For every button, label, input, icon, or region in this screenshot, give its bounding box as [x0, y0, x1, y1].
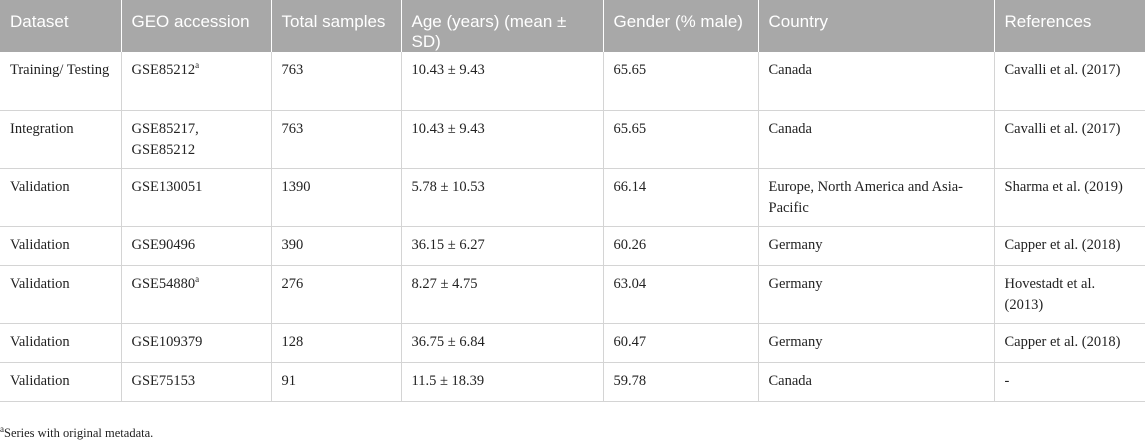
header-dataset: Dataset	[0, 0, 121, 52]
cell-reference: Sharma et al. (2019)	[993, 168, 1145, 227]
cell-geo: GSE85217, GSE85212	[120, 110, 271, 169]
cell-country: Canada	[757, 52, 994, 111]
geo-accession: GSE54880	[131, 275, 196, 292]
cell-age: 10.43 ± 9.43	[400, 110, 603, 169]
cell-total: 91	[270, 362, 401, 402]
table-row: Integration GSE85217, GSE85212 763 10.43…	[0, 110, 1145, 169]
cell-country: Europe, North America and Asia-Pacific	[757, 168, 994, 227]
cell-reference: Hovestadt et al. (2013)	[993, 265, 1145, 324]
footnote-marker: a	[195, 273, 200, 284]
table-row: Training/ Testing GSE85212a 763 10.43 ± …	[0, 52, 1145, 111]
cell-total: 128	[270, 323, 401, 363]
cell-gender: 59.78	[602, 362, 758, 402]
footnote-text: Series with original metadata.	[4, 426, 154, 440]
geo-accession: GSE85217, GSE85212	[131, 120, 199, 158]
header-country: Country	[757, 0, 994, 52]
cell-geo: GSE75153	[120, 362, 271, 402]
table-row: Validation GSE75153 91 11.5 ± 18.39 59.7…	[0, 362, 1145, 402]
cell-dataset: Validation	[0, 168, 121, 227]
geo-accession: GSE90496	[131, 236, 196, 253]
cell-gender: 65.65	[602, 52, 758, 111]
cell-country: Canada	[757, 362, 994, 402]
geo-accession: GSE75153	[131, 372, 196, 389]
table-row: Validation GSE54880a 276 8.27 ± 4.75 63.…	[0, 265, 1145, 324]
cell-total: 763	[270, 52, 401, 111]
cell-dataset: Validation	[0, 226, 121, 266]
cell-geo: GSE85212a	[120, 52, 271, 111]
header-age: Age (years) (mean ± SD)	[400, 0, 603, 52]
cell-dataset: Integration	[0, 110, 121, 169]
cell-dataset: Training/ Testing	[0, 52, 121, 111]
cell-dataset: Validation	[0, 265, 121, 324]
cell-reference: Cavalli et al. (2017)	[993, 110, 1145, 169]
cell-age: 11.5 ± 18.39	[400, 362, 603, 402]
cell-country: Germany	[757, 265, 994, 324]
cell-geo: GSE54880a	[120, 265, 271, 324]
cell-reference: Capper et al. (2018)	[993, 226, 1145, 266]
cell-gender: 65.65	[602, 110, 758, 169]
cell-dataset: Validation	[0, 323, 121, 363]
header-references: References	[993, 0, 1145, 52]
header-total-samples: Total samples	[270, 0, 401, 52]
footnote-marker: a	[0, 423, 4, 434]
cell-dataset: Validation	[0, 362, 121, 402]
cell-country: Germany	[757, 226, 994, 266]
cell-reference: -	[993, 362, 1145, 402]
table-header-row: Dataset GEO accession Total samples Age …	[0, 0, 1145, 52]
table-row: Validation GSE130051 1390 5.78 ± 10.53 6…	[0, 168, 1145, 227]
cell-gender: 60.26	[602, 226, 758, 266]
cell-total: 390	[270, 226, 401, 266]
cell-gender: 66.14	[602, 168, 758, 227]
table-footnote: aSeries with original metadata.	[0, 423, 154, 441]
cell-total: 1390	[270, 168, 401, 227]
cell-age: 8.27 ± 4.75	[400, 265, 603, 324]
header-geo-accession: GEO accession	[120, 0, 271, 52]
cell-gender: 63.04	[602, 265, 758, 324]
cell-geo: GSE90496	[120, 226, 271, 266]
dataset-table: Dataset GEO accession Total samples Age …	[0, 0, 1145, 402]
cell-total: 276	[270, 265, 401, 324]
cell-reference: Capper et al. (2018)	[993, 323, 1145, 363]
cell-total: 763	[270, 110, 401, 169]
cell-age: 5.78 ± 10.53	[400, 168, 603, 227]
geo-accession: GSE130051	[131, 178, 203, 195]
cell-gender: 60.47	[602, 323, 758, 363]
table-row: Validation GSE90496 390 36.15 ± 6.27 60.…	[0, 226, 1145, 266]
cell-reference: Cavalli et al. (2017)	[993, 52, 1145, 111]
geo-accession: GSE109379	[131, 333, 203, 350]
cell-country: Canada	[757, 110, 994, 169]
geo-accession: GSE85212	[131, 62, 196, 78]
cell-country: Germany	[757, 323, 994, 363]
cell-age: 10.43 ± 9.43	[400, 52, 603, 111]
header-gender: Gender (% male)	[602, 0, 758, 52]
footnote-marker: a	[195, 60, 200, 71]
cell-age: 36.15 ± 6.27	[400, 226, 603, 266]
cell-geo: GSE109379	[120, 323, 271, 363]
cell-geo: GSE130051	[120, 168, 271, 227]
table-row: Validation GSE109379 128 36.75 ± 6.84 60…	[0, 323, 1145, 363]
cell-age: 36.75 ± 6.84	[400, 323, 603, 363]
